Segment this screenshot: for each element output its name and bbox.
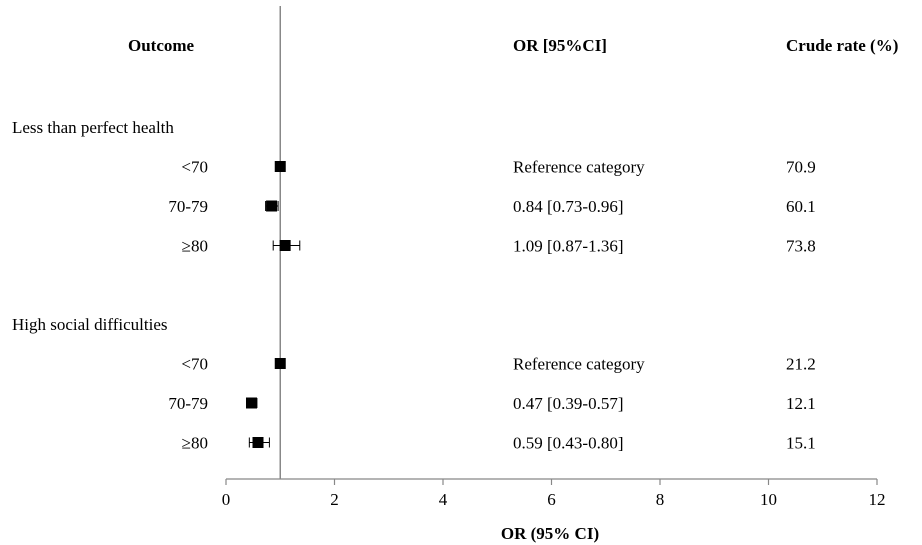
category-label: ≥80 — [182, 237, 208, 256]
x-axis-label: OR (95% CI) — [501, 524, 599, 543]
or-marker — [274, 161, 286, 172]
crude-rate-value: 15.1 — [786, 434, 816, 453]
x-tick-label: 8 — [656, 490, 665, 509]
x-tick-label: 12 — [869, 490, 886, 509]
or-marker — [279, 240, 291, 251]
or-ci-text: Reference category — [513, 355, 645, 374]
category-label: 70-79 — [168, 394, 208, 413]
x-tick-label: 2 — [330, 490, 339, 509]
group-label: High social difficulties — [12, 315, 168, 334]
x-tick-label: 0 — [222, 490, 231, 509]
or-marker — [252, 437, 264, 448]
or-marker — [274, 358, 286, 369]
or-marker — [266, 200, 278, 212]
category-label: ≥80 — [182, 434, 208, 453]
crude-rate-value: 70.9 — [786, 158, 816, 177]
header-or: OR [95%CI] — [513, 36, 607, 55]
plot-rows: Less than perfect health <70 Reference cat… — [12, 118, 816, 453]
crude-rate-value: 12.1 — [786, 394, 816, 413]
x-tick-label: 10 — [760, 490, 777, 509]
header-outcome: Outcome — [128, 36, 195, 55]
or-ci-text: 0.47 [0.39-0.57] — [513, 394, 623, 413]
crude-rate-value: 60.1 — [786, 197, 816, 216]
group-label: Less than perfect health — [12, 118, 174, 137]
category-label: <70 — [181, 355, 208, 374]
x-tick-label: 4 — [439, 490, 448, 509]
or-ci-text: Reference category — [513, 158, 645, 177]
or-ci-text: 0.59 [0.43-0.80] — [513, 434, 623, 453]
or-ci-text: 0.84 [0.73-0.96] — [513, 197, 623, 216]
header-crude-rate: Crude rate (%) — [786, 36, 898, 55]
crude-rate-value: 21.2 — [786, 355, 816, 374]
x-tick-label: 6 — [547, 490, 556, 509]
category-label: 70-79 — [168, 197, 208, 216]
category-label: <70 — [181, 158, 208, 177]
or-ci-text: 1.09 [0.87-1.36] — [513, 237, 623, 256]
crude-rate-value: 73.8 — [786, 237, 816, 256]
x-axis: 0 2 4 6 8 10 12 — [222, 478, 886, 509]
or-marker — [245, 397, 257, 409]
